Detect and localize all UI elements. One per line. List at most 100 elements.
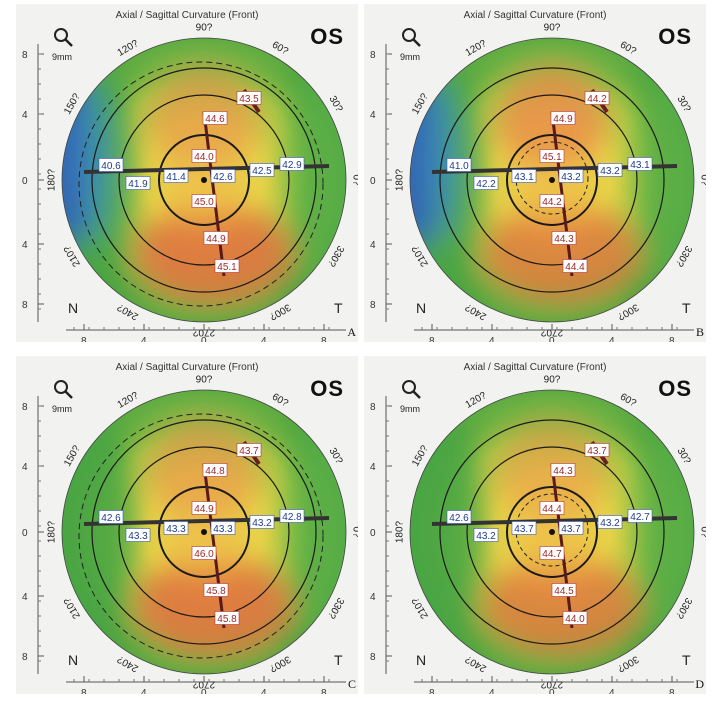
y-tick-label: 8 [22, 300, 28, 311]
y-tick-label: 4 [370, 592, 376, 603]
zoom-control[interactable]: 9mm [52, 26, 92, 62]
curvature-reading-box [597, 163, 623, 177]
y-tick-label: 8 [370, 652, 376, 663]
meridian-angle-label: 270? [192, 326, 215, 337]
curvature-reading-box [558, 169, 584, 183]
curvature-reading-box [210, 521, 236, 535]
x-tick-label: 4 [489, 688, 495, 694]
curvature-reading: 44.4 [542, 504, 562, 515]
curvature-reading-box [446, 510, 472, 524]
curvature-reading: 44.2 [542, 197, 562, 208]
meridian-angle-label: 60? [270, 40, 290, 58]
curvature-reading: 43.7 [239, 446, 259, 457]
magnifier-icon [402, 28, 421, 47]
meridian-angle-label: 0? [350, 526, 358, 538]
meridian-angle-label: 180? [395, 520, 406, 543]
curvature-reading-box [279, 157, 305, 171]
magnifier-icon [402, 380, 421, 399]
panel-letter: D [695, 677, 704, 691]
x-tick-label: 0 [549, 336, 555, 342]
y-tick-label: 8 [370, 50, 376, 61]
curvature-reading-box [562, 611, 588, 625]
meridian-angle-label: 30? [327, 446, 345, 466]
curvature-reading: 42.8 [282, 512, 302, 523]
curvature-reading: 44.9 [194, 504, 214, 515]
curvature-reading: 45.8 [206, 586, 226, 597]
y-tick-label: 4 [22, 592, 28, 603]
map-title: Axial / Sagittal Curvature (Front) [463, 362, 607, 373]
curvature-reading-box [558, 521, 584, 535]
curvature-reading-box [163, 169, 189, 183]
curvature-reading: 43.3 [128, 531, 148, 542]
curvature-reading-box [511, 521, 537, 535]
curvature-reading-box [203, 231, 229, 245]
curvature-reading: 45.8 [217, 614, 237, 625]
curvature-reading-box [163, 521, 189, 535]
curvature-reading: 45.1 [542, 152, 562, 163]
zoom-control[interactable]: 9mm [52, 378, 92, 414]
x-tick-label: 4 [609, 688, 615, 694]
panel-letter: C [347, 677, 356, 691]
curvature-reading: 43.7 [561, 524, 581, 535]
curvature-reading-box [627, 509, 653, 523]
x-tick-label: 8 [81, 336, 87, 342]
curvature-reading: 44.7 [542, 549, 562, 560]
curvature-reading: 44.6 [205, 114, 225, 125]
curvature-reading: 44.0 [565, 614, 585, 625]
y-tick-label: 8 [370, 300, 376, 311]
curvature-reading-box [597, 515, 623, 529]
meridian-angle-label: 60? [270, 392, 290, 410]
x-tick-label: 8 [429, 688, 435, 694]
y-tick-label: 8 [22, 50, 28, 61]
curvature-reading-box [236, 443, 262, 457]
curvature-reading: 43.2 [252, 518, 272, 529]
curvature-reading: 43.3 [213, 524, 233, 535]
y-tick-label: 4 [22, 240, 28, 251]
curvature-reading: 42.7 [630, 512, 650, 523]
curvature-reading-box [584, 443, 610, 457]
meridian-angle-label: 270? [540, 678, 563, 689]
x-tick-label: 0 [201, 688, 207, 694]
x-tick-label: 8 [321, 336, 327, 342]
curvature-reading-box [539, 194, 565, 208]
y-tick-label: 0 [22, 176, 28, 187]
curvature-reading: 43.3 [166, 524, 186, 535]
curvature-reading-box [562, 259, 588, 273]
curvature-reading: 42.2 [476, 179, 496, 190]
curvature-reading-box [473, 176, 499, 190]
curvature-reading-box [551, 231, 577, 245]
zoom-control[interactable]: 9mm [400, 378, 440, 414]
y-tick-label: 8 [370, 402, 376, 413]
x-tick-label: 4 [489, 336, 495, 342]
curvature-reading: 42.6 [449, 513, 469, 524]
curvature-reading: 44.2 [587, 94, 607, 105]
curvature-reading-box [191, 546, 217, 560]
curvature-reading: 41.9 [128, 179, 148, 190]
x-tick-label: 4 [609, 336, 615, 342]
curvature-reading-box [202, 463, 228, 477]
meridian-angle-label: 30? [675, 94, 693, 114]
temporal-label: T [682, 300, 691, 316]
y-tick-label: 8 [22, 402, 28, 413]
map-title: Axial / Sagittal Curvature (Front) [115, 362, 259, 373]
curvature-reading-box [214, 611, 240, 625]
temporal-label: T [682, 652, 691, 668]
temporal-label: T [334, 652, 343, 668]
eye-label: OS [658, 376, 692, 401]
curvature-reading: 44.9 [206, 234, 226, 245]
zoom-label: 9mm [52, 404, 72, 414]
curvature-reading-box [191, 194, 217, 208]
zoom-control[interactable]: 9mm [400, 26, 440, 62]
curvature-reading-box [539, 149, 565, 163]
x-tick-label: 4 [141, 688, 147, 694]
curvature-reading: 41.4 [166, 172, 186, 183]
topography-panel-d: 8 4 0 4 8 8 4 0 4 8 90? 60? 30? 0? 330? 300? 270? 240? 210… [364, 356, 706, 694]
curvature-reading-box [539, 501, 565, 515]
meridian-angle-label: 270? [192, 678, 215, 689]
curvature-reading-box [539, 546, 565, 560]
curvature-reading-box [125, 528, 151, 542]
meridian-angle-label: 270? [540, 326, 563, 337]
